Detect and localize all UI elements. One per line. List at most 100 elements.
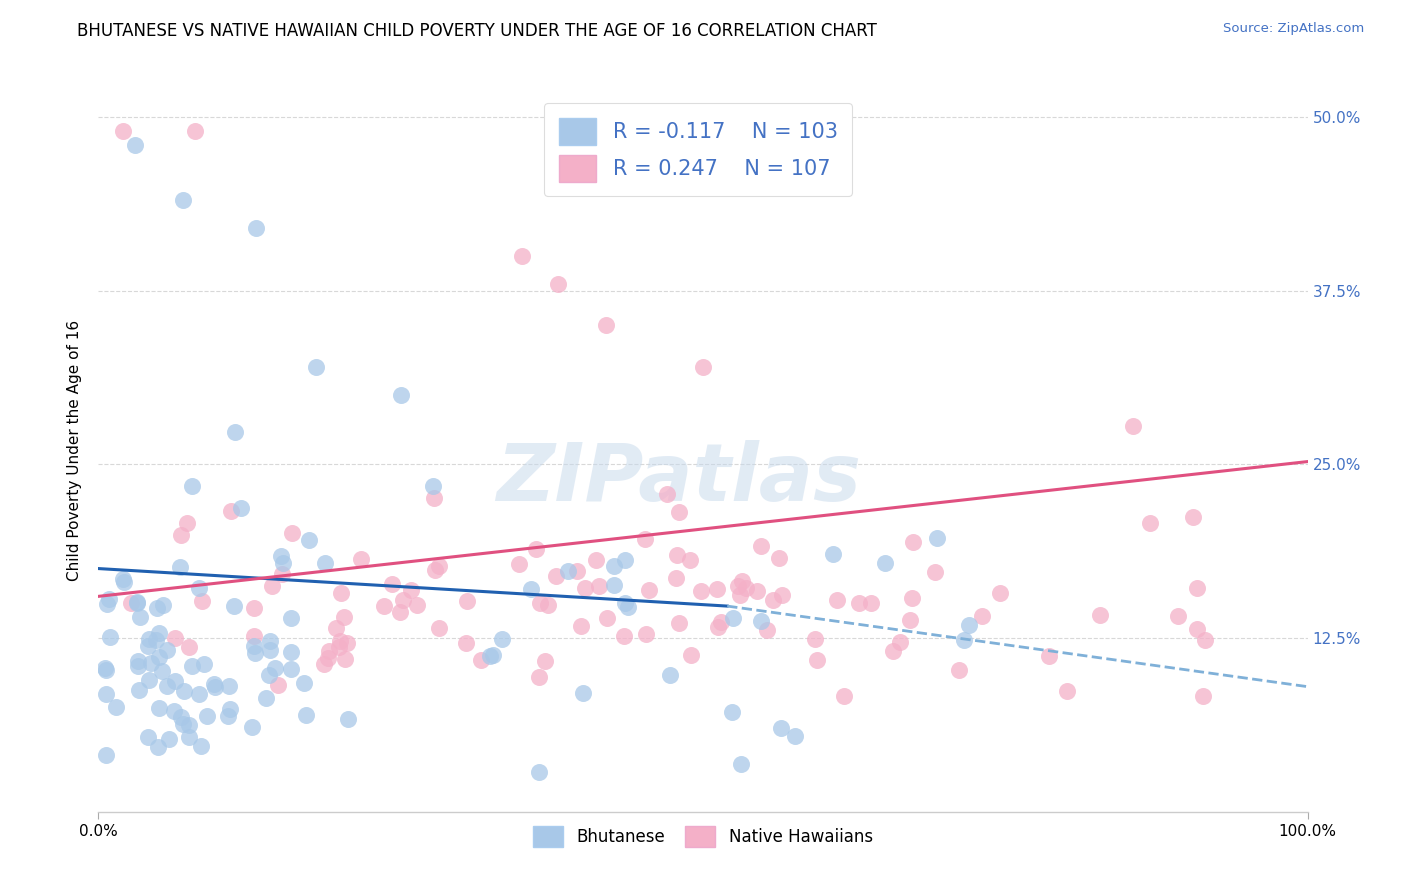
Point xyxy=(259,642,281,657)
Point xyxy=(723,611,745,625)
Point xyxy=(138,673,160,687)
Point xyxy=(193,657,215,671)
Point xyxy=(96,663,118,677)
Point xyxy=(1038,648,1060,663)
Point xyxy=(665,571,688,585)
Point xyxy=(187,581,209,595)
Point xyxy=(882,644,904,658)
Point xyxy=(482,648,505,662)
Point xyxy=(181,659,204,673)
Point xyxy=(572,686,595,700)
Point xyxy=(569,619,592,633)
Point xyxy=(537,598,560,612)
Point xyxy=(314,557,336,571)
Point xyxy=(634,532,657,546)
Point xyxy=(952,632,974,647)
Point xyxy=(392,593,415,607)
Point xyxy=(546,568,568,582)
Point xyxy=(510,249,533,263)
Point xyxy=(730,757,752,772)
Point xyxy=(96,747,118,762)
Point xyxy=(173,683,195,698)
Point xyxy=(138,632,160,646)
Point xyxy=(350,552,373,566)
Point xyxy=(756,624,779,638)
Point xyxy=(120,596,142,610)
Point xyxy=(260,579,283,593)
Point xyxy=(720,705,742,719)
Point xyxy=(770,721,793,735)
Point xyxy=(706,620,728,634)
Point xyxy=(595,318,617,333)
Point xyxy=(141,657,163,671)
Point xyxy=(848,596,870,610)
Point xyxy=(270,549,292,563)
Point xyxy=(152,599,174,613)
Point xyxy=(229,501,252,516)
Text: Source: ZipAtlas.com: Source: ZipAtlas.com xyxy=(1223,22,1364,36)
Point xyxy=(273,556,295,570)
Point xyxy=(602,577,624,591)
Point xyxy=(222,599,245,613)
Point xyxy=(613,596,636,610)
Point xyxy=(336,636,359,650)
Point xyxy=(292,675,315,690)
Point xyxy=(529,764,551,779)
Point xyxy=(254,691,277,706)
Point xyxy=(172,716,194,731)
Point xyxy=(567,564,589,578)
Point xyxy=(218,679,240,693)
Point xyxy=(163,705,186,719)
Point xyxy=(768,550,790,565)
Point xyxy=(112,574,135,589)
Point xyxy=(588,579,610,593)
Point xyxy=(259,634,281,648)
Point xyxy=(336,712,359,726)
Point xyxy=(423,491,446,505)
Point xyxy=(728,588,751,602)
Text: ZIPatlas: ZIPatlas xyxy=(496,441,862,518)
Point xyxy=(335,652,357,666)
Point xyxy=(491,632,513,647)
Point xyxy=(596,610,619,624)
Point xyxy=(156,642,179,657)
Point xyxy=(325,621,347,635)
Point xyxy=(731,574,754,588)
Point xyxy=(388,605,411,619)
Point xyxy=(508,557,530,571)
Point xyxy=(389,388,412,402)
Point xyxy=(735,581,758,595)
Point xyxy=(219,701,242,715)
Point xyxy=(770,588,793,602)
Point xyxy=(534,654,557,668)
Point xyxy=(280,662,302,676)
Point xyxy=(900,591,922,606)
Point xyxy=(1194,632,1216,647)
Point xyxy=(127,596,149,610)
Point xyxy=(706,582,728,597)
Point xyxy=(616,600,638,615)
Point xyxy=(257,668,280,682)
Point xyxy=(762,593,785,607)
Text: BHUTANESE VS NATIVE HAWAIIAN CHILD POVERTY UNDER THE AGE OF 16 CORRELATION CHART: BHUTANESE VS NATIVE HAWAIIAN CHILD POVER… xyxy=(77,22,877,40)
Point xyxy=(655,487,678,501)
Point xyxy=(181,479,204,493)
Point xyxy=(745,584,768,599)
Point xyxy=(243,639,266,653)
Point xyxy=(381,576,404,591)
Point xyxy=(710,615,733,629)
Point xyxy=(148,650,170,665)
Point xyxy=(105,700,128,714)
Point xyxy=(242,600,264,615)
Point xyxy=(176,516,198,531)
Point xyxy=(634,627,657,641)
Point xyxy=(329,586,352,600)
Point xyxy=(1090,607,1112,622)
Point xyxy=(806,653,828,667)
Point xyxy=(456,593,478,607)
Point xyxy=(217,709,239,723)
Point xyxy=(1185,581,1208,595)
Point xyxy=(1167,609,1189,624)
Point xyxy=(127,595,149,609)
Point xyxy=(170,528,193,542)
